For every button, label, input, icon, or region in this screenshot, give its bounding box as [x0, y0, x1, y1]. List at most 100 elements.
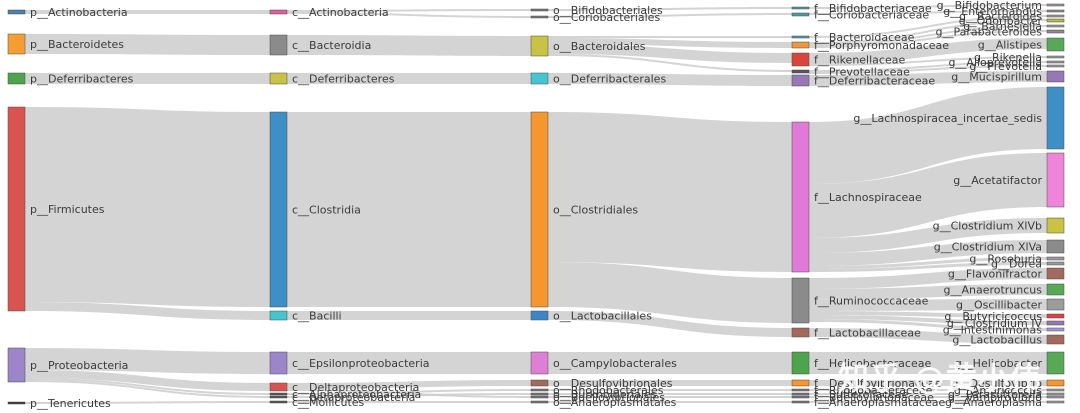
sankey-node-c_deltaproteobacteria[interactable] — [269, 382, 288, 392]
sankey-node-g_enterorhabdus[interactable] — [1046, 9, 1065, 13]
sankey-link-f_porphyromonadaceae-g_parabacteroides[interactable] — [809, 30, 1047, 48]
sankey-node-f_rhodobacteraceae[interactable] — [791, 388, 810, 392]
sankey-link-p_proteobacteria-c_epsilonproteobacteria[interactable] — [25, 348, 270, 374]
sankey-link-o_deferribacterales-f_deferribacteraceae[interactable] — [548, 73, 792, 86]
sankey-node-f_lachnospiraceae[interactable] — [791, 121, 810, 273]
sankey-link-f_lachnospiraceae-g_clostridium_xlvb[interactable] — [809, 218, 1047, 253]
sankey-link-f_prevotellaceae-g_prevotella[interactable] — [809, 65, 1047, 74]
sankey-node-f_sutterellaceae[interactable] — [791, 392, 810, 396]
sankey-link-f_helicobacteraceae-g_helicobacter[interactable] — [809, 352, 1047, 374]
sankey-node-g_lachnospiracea_incertae_sedis[interactable] — [1046, 86, 1065, 150]
sankey-node-g_oscillibacter[interactable] — [1046, 298, 1065, 311]
sankey-node-c_actinobacteria[interactable] — [269, 9, 288, 15]
sankey-node-f_lactobacillaceae[interactable] — [791, 327, 810, 338]
sankey-node-g_butyricicoccus[interactable] — [1046, 313, 1065, 319]
sankey-link-f_anaeroplasmataceae-g_anaeroplasma[interactable] — [809, 401, 1047, 403]
sankey-link-p_bacteroidetes-c_bacteroidia[interactable] — [25, 34, 270, 55]
sankey-node-f_prevotellaceae[interactable] — [791, 69, 810, 74]
sankey-node-c_mollicutes[interactable] — [269, 400, 288, 404]
sankey-link-c_deferribacteres-o_deferribacterales[interactable] — [287, 73, 531, 84]
sankey-node-p_bacteroidetes[interactable] — [7, 33, 26, 55]
sankey-link-o_anaeroplasmatales-f_anaeroplasmataceae[interactable] — [548, 401, 792, 403]
sankey-link-f_ruminococcaceae-g_intestinimonas[interactable] — [809, 319, 1047, 331]
sankey-node-g_alistipes[interactable] — [1046, 37, 1065, 52]
sankey-link-f_lachnospiraceae-g_acetatifactor[interactable] — [809, 153, 1047, 238]
sankey-node-g_anaerotruncus[interactable] — [1046, 283, 1065, 296]
sankey-link-o_bdellovibrionales-f_bdellovibrionaceae[interactable] — [548, 396, 792, 398]
sankey-link-c_bacteroidia-o_bacteroidales[interactable] — [287, 35, 531, 56]
sankey-link-c_alphaproteobacteria-o_rhodobacterales[interactable] — [287, 389, 531, 395]
sankey-link-o_rhodobacterales-f_rhodobacteraceae[interactable] — [548, 389, 792, 391]
sankey-link-f_porphyromonadaceae-g_barnesiella[interactable] — [809, 25, 1047, 46]
sankey-link-o_bacteroidales-f_porphyromonadaceae[interactable] — [548, 38, 792, 48]
sankey-node-g_vampirovibrio[interactable] — [1046, 395, 1065, 399]
sankey-node-g_flavonifractor[interactable] — [1046, 267, 1065, 280]
sankey-link-p_firmicutes-c_clostridia[interactable] — [25, 107, 270, 307]
sankey-node-p_proteobacteria[interactable] — [7, 347, 26, 383]
sankey-node-f_rikenellaceae[interactable] — [791, 52, 810, 67]
sankey-link-c_deltaproteobacteria-o_bdellovibrionales[interactable] — [287, 389, 531, 398]
sankey-node-c_epsilonproteobacteria[interactable] — [269, 351, 288, 375]
sankey-link-p_firmicutes-c_bacilli[interactable] — [25, 302, 270, 320]
sankey-link-f_ruminococcaceae-g_flavonifractor[interactable] — [809, 268, 1047, 289]
sankey-node-g_anaeroplasma[interactable] — [1046, 400, 1065, 404]
sankey-node-o_burkholderiales[interactable] — [530, 392, 549, 396]
sankey-link-o_coriobacteriales-f_coriobacteriaceae[interactable] — [548, 13, 792, 18]
sankey-node-o_bifidobacteriales[interactable] — [530, 8, 549, 12]
sankey-link-c_epsilonproteobacteria-o_campylobacterales[interactable] — [287, 352, 531, 374]
sankey-node-g_helicobacter[interactable] — [1046, 351, 1065, 375]
sankey-link-o_campylobacterales-f_helicobacteraceae[interactable] — [548, 352, 792, 374]
sankey-node-g_amaricoccus[interactable] — [1046, 388, 1065, 392]
sankey-link-o_clostridiales-f_ruminococcaceae[interactable] — [548, 262, 792, 323]
sankey-node-c_deferribacteres[interactable] — [269, 72, 288, 85]
sankey-node-g_alloprevotella[interactable] — [1046, 60, 1065, 64]
sankey-link-f_lachnospiraceae-g_lachnospiracea_incertae_sedis[interactable] — [809, 87, 1047, 184]
sankey-node-f_deferribacteraceae[interactable] — [791, 74, 810, 87]
sankey-node-o_rhodobacterales[interactable] — [530, 388, 549, 392]
sankey-node-o_clostridiales[interactable] — [530, 111, 549, 308]
sankey-node-c_betaproteobacteria[interactable] — [269, 395, 288, 399]
sankey-link-f_ruminococcaceae-g_oscillibacter[interactable] — [809, 299, 1047, 311]
sankey-node-p_deferribacteres[interactable] — [7, 72, 26, 85]
sankey-link-o_bacteroidales-f_rikenellaceae[interactable] — [548, 44, 792, 63]
sankey-node-o_anaeroplasmatales[interactable] — [530, 400, 549, 404]
sankey-link-f_lachnospiraceae-g_roseburia[interactable] — [809, 257, 1047, 269]
sankey-node-g_clostridium_xlvb[interactable] — [1046, 217, 1065, 234]
sankey-link-o_bacteroidales-f_prevotellaceae[interactable] — [548, 54, 792, 72]
sankey-link-f_rikenellaceae-g_alistipes[interactable] — [809, 38, 1047, 64]
sankey-link-f_rhodobacteraceae-g_amaricoccus[interactable] — [809, 389, 1047, 391]
sankey-link-f_deferribacteraceae-g_mucispirillum[interactable] — [809, 71, 1047, 86]
sankey-link-p_actinobacteria-c_actinobacteria[interactable] — [25, 10, 270, 14]
sankey-node-o_bacteroidales[interactable] — [530, 35, 549, 57]
sankey-link-c_actinobacteria-o_coriobacteriales[interactable] — [287, 12, 531, 18]
sankey-link-f_lactobacillaceae-g_lactobacillus[interactable] — [809, 328, 1047, 344]
sankey-node-f_porphyromonadaceae[interactable] — [791, 41, 810, 49]
sankey-link-f_ruminococcaceae-g_anaerotruncus[interactable] — [809, 284, 1047, 300]
sankey-node-p_actinobacteria[interactable] — [7, 9, 26, 15]
sankey-link-f_prevotellaceae-g_alloprevotella[interactable] — [809, 61, 1047, 72]
sankey-link-c_deltaproteobacteria-o_desulfovibrionales[interactable] — [287, 380, 531, 389]
sankey-link-f_bacteroidaceae-g_bacteroides[interactable] — [809, 15, 1047, 38]
sankey-link-o_lactobacillales-f_lactobacillaceae[interactable] — [548, 311, 792, 337]
sankey-link-f_porphyromonadaceae-g_odoribacter[interactable] — [809, 19, 1047, 44]
sankey-node-g_prevotella[interactable] — [1046, 64, 1065, 68]
sankey-node-c_bacteroidia[interactable] — [269, 34, 288, 56]
sankey-node-g_mucispirillum[interactable] — [1046, 70, 1065, 83]
sankey-link-o_bacteroidales-f_bacteroidaceae[interactable] — [548, 36, 792, 38]
sankey-node-g_rikenella[interactable] — [1046, 55, 1065, 59]
sankey-node-o_desulfovibrionales[interactable] — [530, 379, 549, 387]
sankey-link-p_deferribacteres-c_deferribacteres[interactable] — [25, 73, 270, 84]
sankey-link-p_tenericutes-c_mollicutes[interactable] — [25, 401, 270, 404]
sankey-link-c_clostridia-o_clostridiales[interactable] — [287, 112, 531, 307]
sankey-node-f_coriobacteriaceae[interactable] — [791, 12, 810, 17]
sankey-node-c_bacilli[interactable] — [269, 310, 288, 321]
sankey-node-f_bacteroidaceae[interactable] — [791, 35, 810, 39]
sankey-node-o_coriobacteriales[interactable] — [530, 15, 549, 19]
sankey-node-f_bifidobacteriaceae[interactable] — [791, 6, 810, 10]
sankey-node-p_firmicutes[interactable] — [7, 106, 26, 312]
sankey-link-f_ruminococcaceae-g_clostridium_iv[interactable] — [809, 315, 1047, 325]
sankey-link-f_desulfovibrionaceae-g_desulfovibrio[interactable] — [809, 380, 1047, 386]
sankey-link-f_bifidobacteriaceae-g_bifidobacterium[interactable] — [809, 4, 1047, 9]
sankey-node-g_bacteroides[interactable] — [1046, 14, 1065, 18]
sankey-node-g_desulfovibrio[interactable] — [1046, 379, 1065, 387]
